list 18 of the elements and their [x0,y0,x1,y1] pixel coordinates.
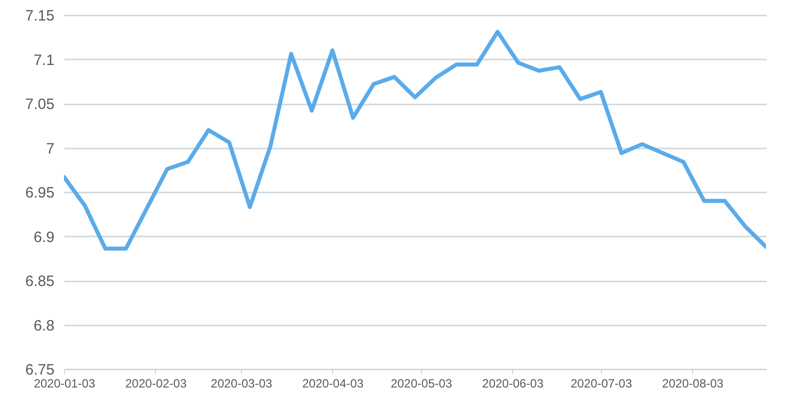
y-tick-label: 7.05 [25,96,54,113]
line-series [64,30,766,251]
x-tick-label: 2020-03-03 [210,376,272,390]
y-tick-label: 6.85 [25,273,54,290]
x-tick-label: 2020-05-03 [390,376,452,390]
x-tick-label: 2020-04-03 [302,376,364,390]
x-tick-label: 2020-08-03 [662,376,724,390]
x-tick-label: 2020-07-03 [570,376,632,390]
y-tick-label: 7 [46,140,54,158]
x-tick-label: 2020-02-03 [125,376,187,390]
y-tick-label: 6.75 [25,362,54,378]
y-tick-label: 7.15 [25,8,54,24]
y-tick-label: 7.1 [34,52,54,69]
x-tick-label: 2020-01-03 [34,376,96,390]
y-tick-label: 6.8 [34,317,54,334]
y-tick-label: 6.95 [25,184,54,202]
x-tick-label: 2020-06-03 [482,376,544,390]
y-tick-label: 6.9 [34,228,54,246]
